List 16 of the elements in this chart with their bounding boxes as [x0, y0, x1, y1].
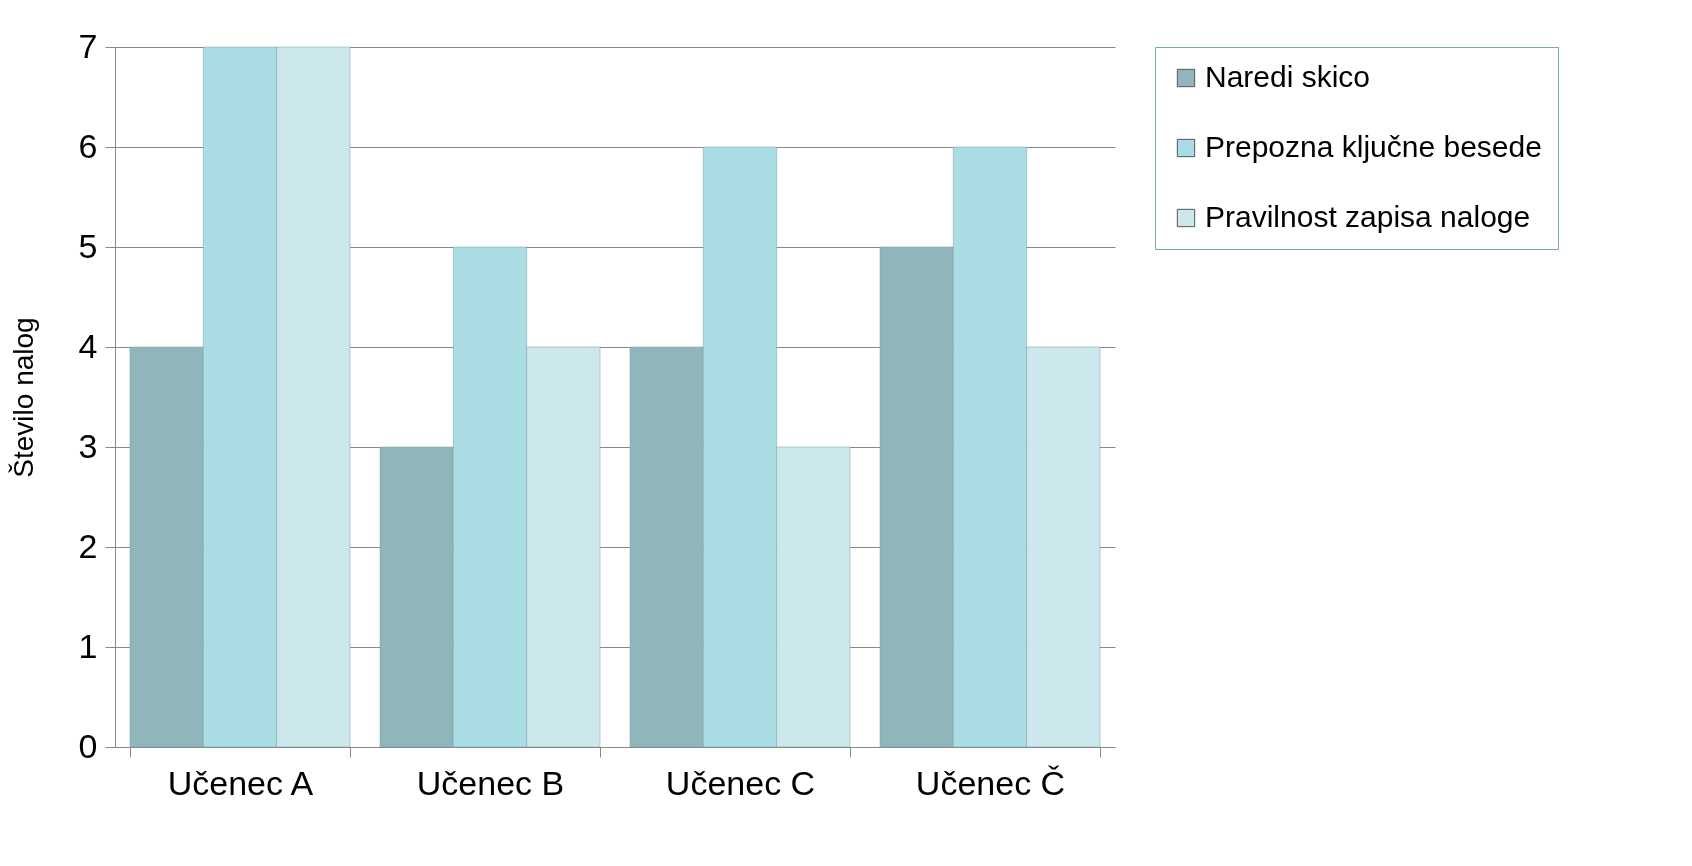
legend-label: Pravilnost zapisa naloge [1205, 200, 1531, 233]
y-tick-label: 6 [78, 126, 98, 165]
x-tick-label: Učenec B [416, 763, 565, 802]
y-tick-label: 3 [78, 426, 98, 465]
y-tick-label: 2 [78, 526, 98, 565]
y-tick-label: 7 [78, 26, 98, 65]
x-tick-label: Učenec Č [915, 763, 1066, 802]
y-tick-label: 4 [78, 326, 98, 365]
legend-label: Prepozna ključne besede [1205, 130, 1542, 163]
y-tick-label: 1 [78, 626, 98, 665]
x-tick-label: Učenec C [665, 763, 816, 802]
y-tick-label: 0 [78, 726, 98, 765]
y-tick-label: 5 [78, 226, 98, 265]
x-tick-label: Učenec A [167, 763, 314, 802]
legend-label: Naredi skico [1205, 60, 1371, 93]
y-axis-title: Število nalog [7, 317, 39, 478]
